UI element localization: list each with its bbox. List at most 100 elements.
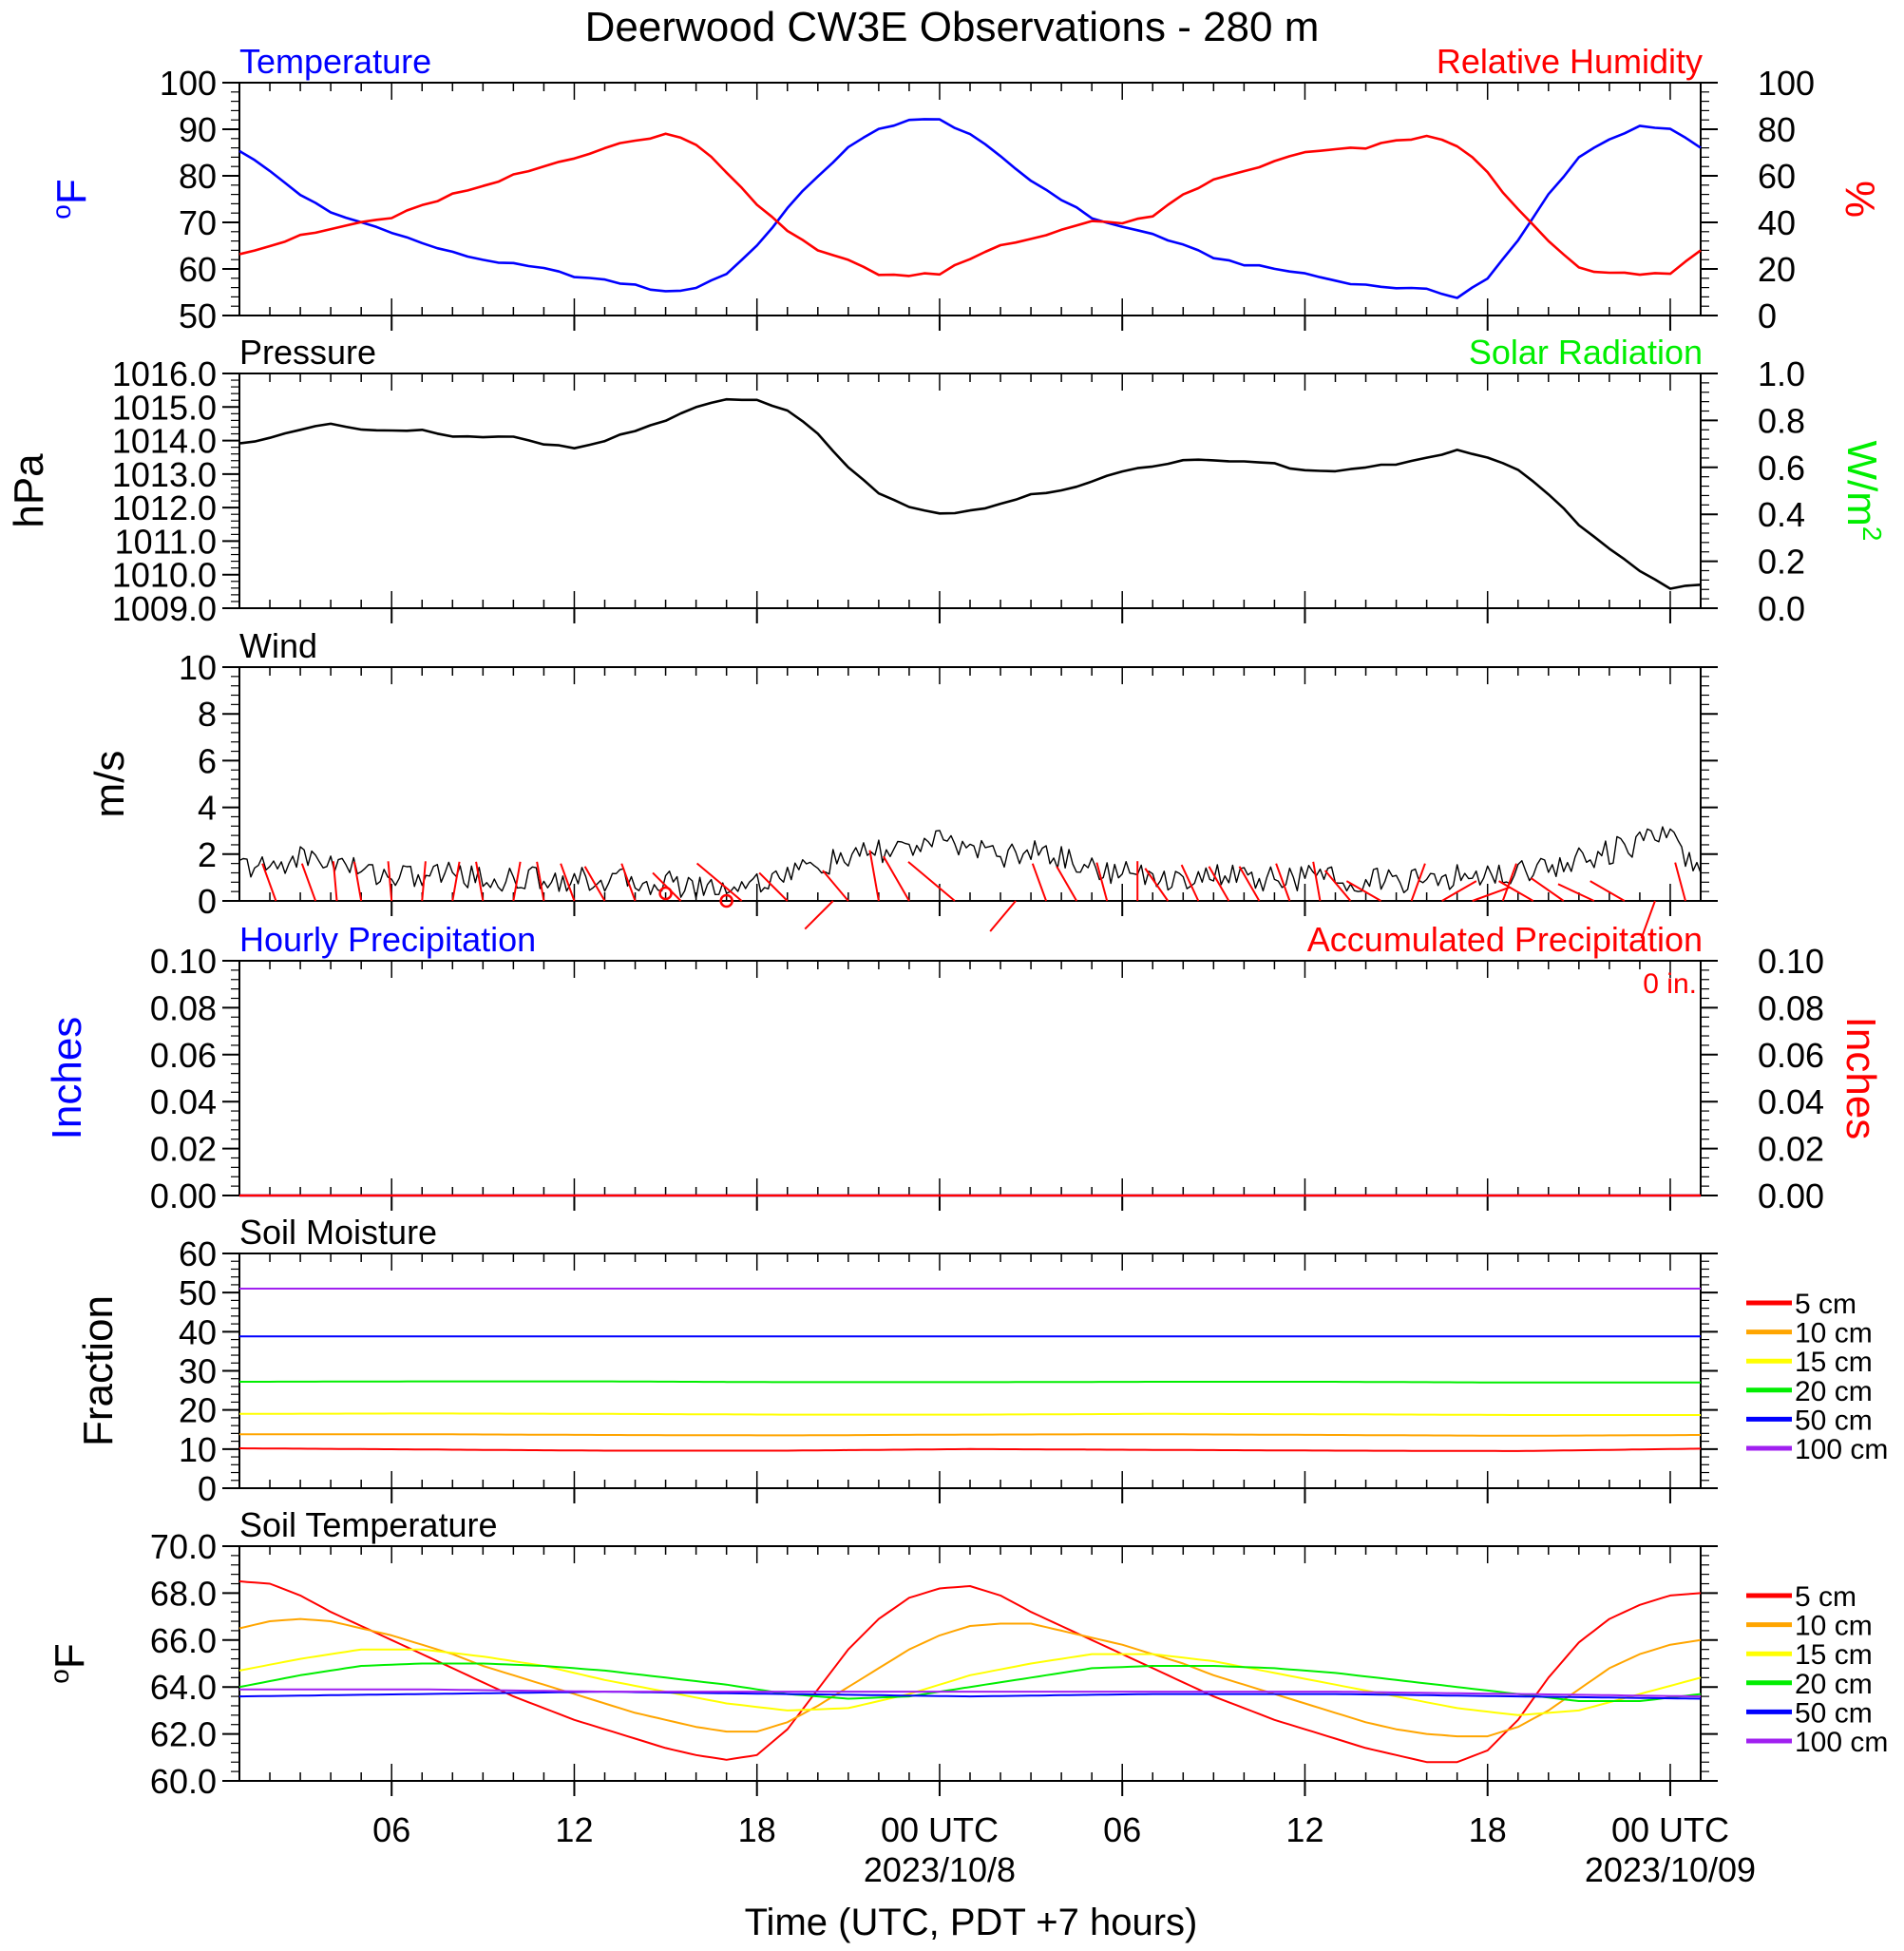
y-tick-label: 1015.0 bbox=[112, 388, 217, 427]
wind-barb bbox=[695, 862, 743, 902]
y-axis-label: Inches bbox=[44, 1017, 90, 1140]
wind-barb bbox=[868, 850, 880, 902]
panel-annotation: 0 in. bbox=[1643, 968, 1697, 1000]
wind-barb bbox=[1031, 863, 1048, 902]
y-tick-label: 0.04 bbox=[150, 1082, 217, 1121]
series-line-temperature bbox=[238, 118, 1702, 299]
wind-barb bbox=[1056, 866, 1078, 902]
legend-label: 10 cm bbox=[1795, 1611, 1873, 1642]
wind-barb bbox=[1275, 863, 1291, 902]
series-line-15-cm bbox=[239, 1412, 1701, 1416]
wind-barb bbox=[512, 861, 522, 902]
y-right-tick-label: 0.10 bbox=[1758, 942, 1824, 981]
y-right-tick-label: 0 bbox=[1758, 296, 1777, 335]
y-tick-label: 0 bbox=[198, 1469, 217, 1508]
wind-barb bbox=[989, 900, 1017, 932]
calm-wind-marker bbox=[719, 893, 733, 909]
y-tick-label: 10 bbox=[179, 648, 217, 687]
wind-barb bbox=[882, 855, 910, 902]
x-tick-label: 06 bbox=[372, 1810, 410, 1849]
panel-title-right: Relative Humidity bbox=[1437, 42, 1703, 81]
wind-barb bbox=[1208, 866, 1230, 902]
panel-title-left: Soil Temperature bbox=[239, 1505, 497, 1544]
wind-barb bbox=[1640, 900, 1656, 939]
y-right-tick-label: 0.8 bbox=[1758, 401, 1805, 440]
y-axis-label: oF bbox=[45, 1643, 93, 1683]
wind-barb bbox=[332, 861, 338, 902]
series-line-100-cm bbox=[239, 1688, 1702, 1698]
legend-label: 50 cm bbox=[1795, 1697, 1873, 1729]
wind-barb bbox=[536, 861, 545, 902]
x-tick-label: 00 UTC bbox=[881, 1810, 999, 1849]
y-right-tick-label: 0.00 bbox=[1758, 1176, 1824, 1215]
y-tick-label: 60 bbox=[179, 1234, 217, 1273]
legend-label: 100 cm bbox=[1795, 1727, 1888, 1758]
plot-frame bbox=[238, 960, 1702, 1196]
legend-label: 20 cm bbox=[1795, 1376, 1873, 1407]
y-tick-label: 1012.0 bbox=[112, 488, 217, 527]
y-tick-label: 0.02 bbox=[150, 1130, 217, 1169]
y-tick-label: 4 bbox=[198, 789, 217, 828]
y-tick-label: 100 bbox=[160, 64, 217, 103]
panel-title-left: Pressure bbox=[239, 333, 376, 372]
wind-barb bbox=[1501, 863, 1517, 902]
y-axis-label: m/s bbox=[86, 751, 133, 818]
panel-title-left: Wind bbox=[239, 626, 317, 665]
y-tick-label: 1016.0 bbox=[112, 354, 217, 393]
y-tick-label: 0.00 bbox=[150, 1176, 217, 1215]
series-line-20-cm bbox=[238, 1662, 1702, 1702]
y-tick-label: 0.06 bbox=[150, 1036, 217, 1075]
wind-barb bbox=[1095, 862, 1109, 902]
y-tick-label: 80 bbox=[179, 157, 217, 196]
panel-title-left: Hourly Precipitation bbox=[239, 920, 536, 959]
panel-title-right: Solar Radiation bbox=[1469, 333, 1703, 372]
x-tick-label: 06 bbox=[1103, 1810, 1141, 1849]
wind-barb bbox=[822, 870, 849, 902]
y-right-tick-label: 0.2 bbox=[1758, 543, 1805, 582]
series-line-10-cm bbox=[238, 1617, 1702, 1738]
panel-title-left: Soil Moisture bbox=[239, 1213, 437, 1252]
series-line-wind-speed bbox=[238, 826, 1702, 900]
series-line-20-cm bbox=[239, 1380, 1701, 1384]
series-line-pressure bbox=[238, 397, 1702, 590]
y-axis-label: hPa bbox=[6, 453, 52, 528]
y-tick-label: 1014.0 bbox=[112, 422, 217, 461]
y-tick-label: 68.0 bbox=[150, 1574, 217, 1613]
chart-title: Deerwood CW3E Observations - 280 m bbox=[585, 4, 1320, 50]
y-tick-label: 60.0 bbox=[150, 1762, 217, 1801]
wind-barb bbox=[1498, 880, 1534, 902]
y-right-tick-label: 0.6 bbox=[1758, 449, 1805, 488]
legend-label: 15 cm bbox=[1795, 1639, 1873, 1671]
y-right-tick-label: 0.02 bbox=[1758, 1130, 1824, 1169]
wind-barb bbox=[1530, 877, 1565, 902]
y-tick-label: 10 bbox=[179, 1430, 217, 1469]
y-tick-label: 1009.0 bbox=[112, 589, 217, 628]
y-tick-label: 50 bbox=[179, 1273, 217, 1312]
y-tick-label: 40 bbox=[179, 1312, 217, 1351]
legend-label: 5 cm bbox=[1795, 1289, 1856, 1320]
wind-barb bbox=[1144, 868, 1170, 902]
legend-label: 20 cm bbox=[1795, 1669, 1873, 1700]
wind-barb bbox=[804, 900, 834, 930]
y-right-tick-label: 0.0 bbox=[1758, 589, 1805, 628]
y-tick-label: 70 bbox=[179, 203, 217, 242]
y-right-tick-label: 100 bbox=[1758, 64, 1815, 103]
y-tick-label: 2 bbox=[198, 835, 217, 874]
y-tick-label: 30 bbox=[179, 1352, 217, 1391]
wind-barb bbox=[387, 861, 393, 902]
x-tick-label: 18 bbox=[1469, 1810, 1507, 1849]
wind-barb bbox=[1590, 880, 1626, 902]
y-right-tick-label: 40 bbox=[1758, 203, 1796, 242]
series-line-15-cm bbox=[238, 1648, 1702, 1716]
panel-title-left: Temperature bbox=[239, 42, 431, 81]
y-tick-label: 8 bbox=[198, 695, 217, 734]
wind-barb bbox=[1180, 864, 1200, 902]
x-tick-label: 18 bbox=[738, 1810, 776, 1849]
y-tick-label: 90 bbox=[179, 110, 217, 149]
y-tick-label: 6 bbox=[198, 741, 217, 780]
y-right-axis-label: % bbox=[1837, 181, 1883, 218]
wind-barb bbox=[583, 866, 606, 902]
